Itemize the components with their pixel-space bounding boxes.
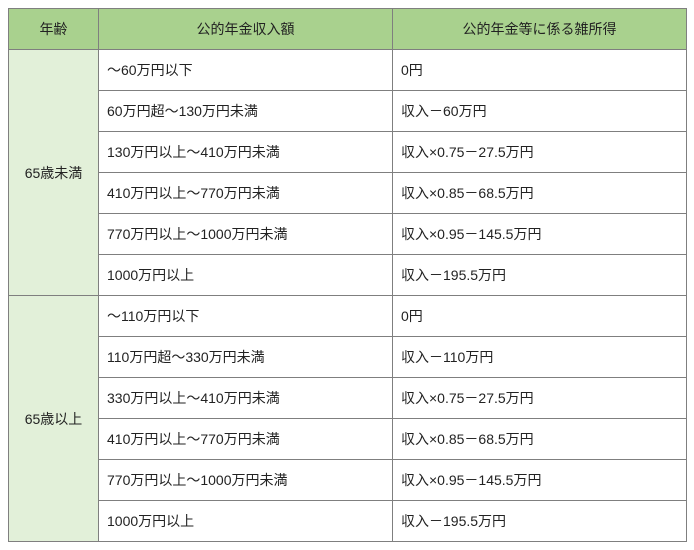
age-group-cell: 65歳以上	[9, 296, 99, 542]
misc-cell: 収入×0.95－145.5万円	[393, 460, 687, 501]
misc-cell: 収入×0.95－145.5万円	[393, 214, 687, 255]
table-row: 65歳未満 ～60万円以下 0円	[9, 50, 687, 91]
misc-cell: 0円	[393, 50, 687, 91]
income-cell: 110万円超～330万円未満	[99, 337, 393, 378]
header-misc: 公的年金等に係る雑所得	[393, 9, 687, 50]
income-cell: ～60万円以下	[99, 50, 393, 91]
income-cell: ～110万円以下	[99, 296, 393, 337]
table-row: 410万円以上～770万円未満 収入×0.85－68.5万円	[9, 173, 687, 214]
misc-cell: 収入－195.5万円	[393, 501, 687, 542]
table-row: 130万円以上～410万円未満 収入×0.75－27.5万円	[9, 132, 687, 173]
table-row: 770万円以上～1000万円未満 収入×0.95－145.5万円	[9, 214, 687, 255]
table-row: 110万円超～330万円未満 収入－110万円	[9, 337, 687, 378]
misc-cell: 収入－110万円	[393, 337, 687, 378]
misc-cell: 収入－195.5万円	[393, 255, 687, 296]
table-row: 330万円以上～410万円未満 収入×0.75－27.5万円	[9, 378, 687, 419]
misc-cell: 収入×0.75－27.5万円	[393, 132, 687, 173]
age-group-cell: 65歳未満	[9, 50, 99, 296]
misc-cell: 収入×0.85－68.5万円	[393, 419, 687, 460]
misc-cell: 収入－60万円	[393, 91, 687, 132]
header-age: 年齢	[9, 9, 99, 50]
income-cell: 410万円以上～770万円未満	[99, 419, 393, 460]
income-cell: 1000万円以上	[99, 255, 393, 296]
pension-income-table: 年齢 公的年金収入額 公的年金等に係る雑所得 65歳未満 ～60万円以下 0円 …	[8, 8, 687, 542]
table-row: 1000万円以上 収入－195.5万円	[9, 501, 687, 542]
misc-cell: 収入×0.75－27.5万円	[393, 378, 687, 419]
income-cell: 130万円以上～410万円未満	[99, 132, 393, 173]
table-header-row: 年齢 公的年金収入額 公的年金等に係る雑所得	[9, 9, 687, 50]
income-cell: 1000万円以上	[99, 501, 393, 542]
table-row: 65歳以上 ～110万円以下 0円	[9, 296, 687, 337]
income-cell: 330万円以上～410万円未満	[99, 378, 393, 419]
income-cell: 410万円以上～770万円未満	[99, 173, 393, 214]
table-row: 1000万円以上 収入－195.5万円	[9, 255, 687, 296]
table-row: 410万円以上～770万円未満 収入×0.85－68.5万円	[9, 419, 687, 460]
income-cell: 770万円以上～1000万円未満	[99, 460, 393, 501]
income-cell: 770万円以上～1000万円未満	[99, 214, 393, 255]
header-income: 公的年金収入額	[99, 9, 393, 50]
income-cell: 60万円超～130万円未満	[99, 91, 393, 132]
table-row: 60万円超～130万円未満 収入－60万円	[9, 91, 687, 132]
misc-cell: 0円	[393, 296, 687, 337]
misc-cell: 収入×0.85－68.5万円	[393, 173, 687, 214]
table-row: 770万円以上～1000万円未満 収入×0.95－145.5万円	[9, 460, 687, 501]
